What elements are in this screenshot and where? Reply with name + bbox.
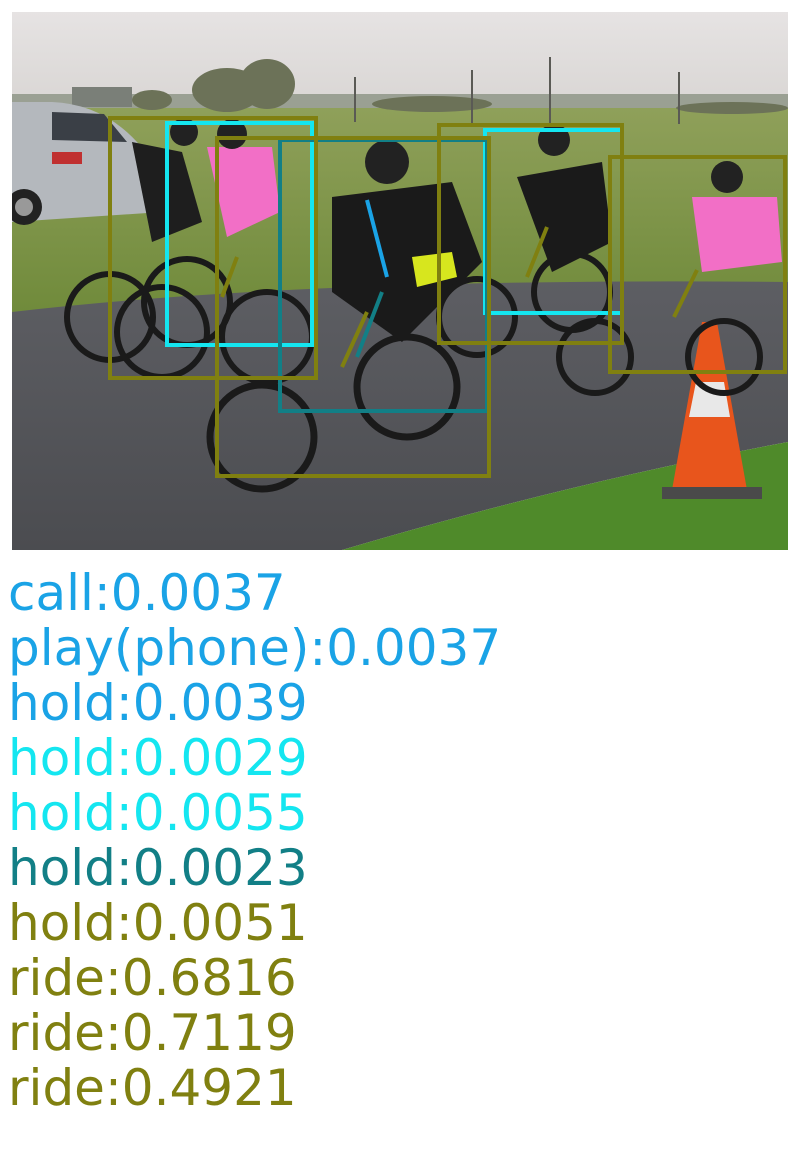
scene-photo (12, 12, 788, 550)
box-ride-olive-3 (437, 123, 624, 345)
cyclist-3 (206, 140, 482, 493)
box-ride-olive-4 (608, 155, 787, 374)
trees (132, 59, 788, 114)
label-ride: ride:0.4921 (8, 1059, 297, 1117)
box-hold-cyan (165, 121, 314, 347)
label-hold: hold:0.0023 (8, 839, 308, 897)
label-ride: ride:0.7119 (8, 1004, 297, 1062)
box-ride-olive-1 (108, 116, 318, 380)
farm-building (72, 87, 132, 107)
label-hold: hold:0.0051 (8, 894, 308, 952)
box-ride-olive-2 (215, 136, 491, 478)
label-play-phone: play(phone):0.0037 (8, 619, 502, 677)
label-ride: ride:0.6816 (8, 949, 297, 1007)
label-hold: hold:0.0029 (8, 729, 308, 787)
interaction-lines (220, 199, 699, 368)
cyclist-5 (556, 161, 782, 396)
label-hold: hold:0.0039 (8, 674, 308, 732)
detection-boxes (108, 116, 787, 478)
power-poles (354, 57, 680, 124)
sky (12, 12, 788, 107)
label-call: call:0.0037 (8, 564, 286, 622)
detection-label-list: call:0.0037 play(phone):0.0037 hold:0.00… (8, 566, 798, 1116)
label-hold: hold:0.0055 (8, 784, 308, 842)
